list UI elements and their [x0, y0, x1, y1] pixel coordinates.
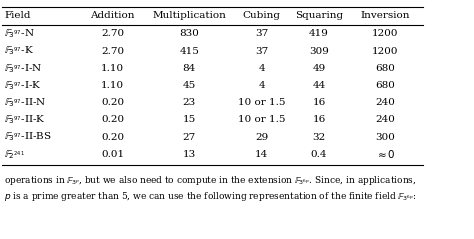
Text: 49: 49: [312, 64, 326, 73]
Text: $\mathbb{F}_{3^{97}}$-II-N: $\mathbb{F}_{3^{97}}$-II-N: [4, 96, 47, 109]
Text: $p$ is a prime greater than 5, we can use the following representation of the fi: $p$ is a prime greater than 5, we can us…: [4, 190, 417, 203]
Text: 37: 37: [255, 29, 268, 38]
Text: $\mathbb{F}_{3^{97}}$-I-K: $\mathbb{F}_{3^{97}}$-I-K: [4, 79, 42, 92]
Text: 309: 309: [309, 47, 329, 55]
Text: 13: 13: [182, 150, 196, 159]
Text: Cubing: Cubing: [243, 11, 281, 20]
Text: 23: 23: [182, 98, 196, 107]
Text: 44: 44: [312, 81, 326, 90]
Text: 2.70: 2.70: [101, 29, 124, 38]
Text: 680: 680: [375, 64, 395, 73]
Text: $\mathbb{F}_{3^{97}}$-II-BS: $\mathbb{F}_{3^{97}}$-II-BS: [4, 131, 52, 143]
Text: 4: 4: [258, 81, 265, 90]
Text: 0.01: 0.01: [101, 150, 124, 159]
Text: 1.10: 1.10: [101, 81, 124, 90]
Text: 830: 830: [179, 29, 199, 38]
Text: 16: 16: [312, 115, 326, 124]
Text: 2.70: 2.70: [101, 47, 124, 55]
Text: 4: 4: [258, 64, 265, 73]
Text: 1200: 1200: [372, 47, 398, 55]
Text: $\mathbb{F}_{3^{97}}$-N: $\mathbb{F}_{3^{97}}$-N: [4, 27, 35, 40]
Text: 680: 680: [375, 81, 395, 90]
Text: 0.20: 0.20: [101, 98, 124, 107]
Text: 84: 84: [182, 64, 196, 73]
Text: 15: 15: [182, 115, 196, 124]
Text: 240: 240: [375, 98, 395, 107]
Text: 10 or 1.5: 10 or 1.5: [238, 115, 285, 124]
Text: 1.10: 1.10: [101, 64, 124, 73]
Text: 37: 37: [255, 47, 268, 55]
Text: $\approx 0$: $\approx 0$: [374, 148, 395, 160]
Text: $\mathbb{F}_{2^{241}}$: $\mathbb{F}_{2^{241}}$: [4, 148, 25, 161]
Text: 16: 16: [312, 98, 326, 107]
Text: 32: 32: [312, 133, 326, 141]
Text: operations in $\mathbb{F}_{3^p}$, but we also need to compute in the extension $: operations in $\mathbb{F}_{3^p}$, but we…: [4, 174, 417, 187]
Text: 0.20: 0.20: [101, 133, 124, 141]
Text: 27: 27: [182, 133, 196, 141]
Text: 240: 240: [375, 115, 395, 124]
Text: 0.20: 0.20: [101, 115, 124, 124]
Text: 0.4: 0.4: [310, 150, 327, 159]
Text: 300: 300: [375, 133, 395, 141]
Text: Squaring: Squaring: [295, 11, 343, 20]
Text: $\mathbb{F}_{3^{97}}$-K: $\mathbb{F}_{3^{97}}$-K: [4, 45, 34, 57]
Text: 29: 29: [255, 133, 268, 141]
Text: 415: 415: [179, 47, 199, 55]
Text: $\mathbb{F}_{3^{97}}$-I-N: $\mathbb{F}_{3^{97}}$-I-N: [4, 62, 43, 75]
Text: Field: Field: [4, 11, 31, 20]
Text: Addition: Addition: [91, 11, 135, 20]
Text: 1200: 1200: [372, 29, 398, 38]
Text: 419: 419: [309, 29, 329, 38]
Text: 45: 45: [182, 81, 196, 90]
Text: $\mathbb{F}_{3^{97}}$-II-K: $\mathbb{F}_{3^{97}}$-II-K: [4, 114, 46, 126]
Text: Multiplication: Multiplication: [152, 11, 226, 20]
Text: 10 or 1.5: 10 or 1.5: [238, 98, 285, 107]
Text: Inversion: Inversion: [360, 11, 410, 20]
Text: 14: 14: [255, 150, 268, 159]
